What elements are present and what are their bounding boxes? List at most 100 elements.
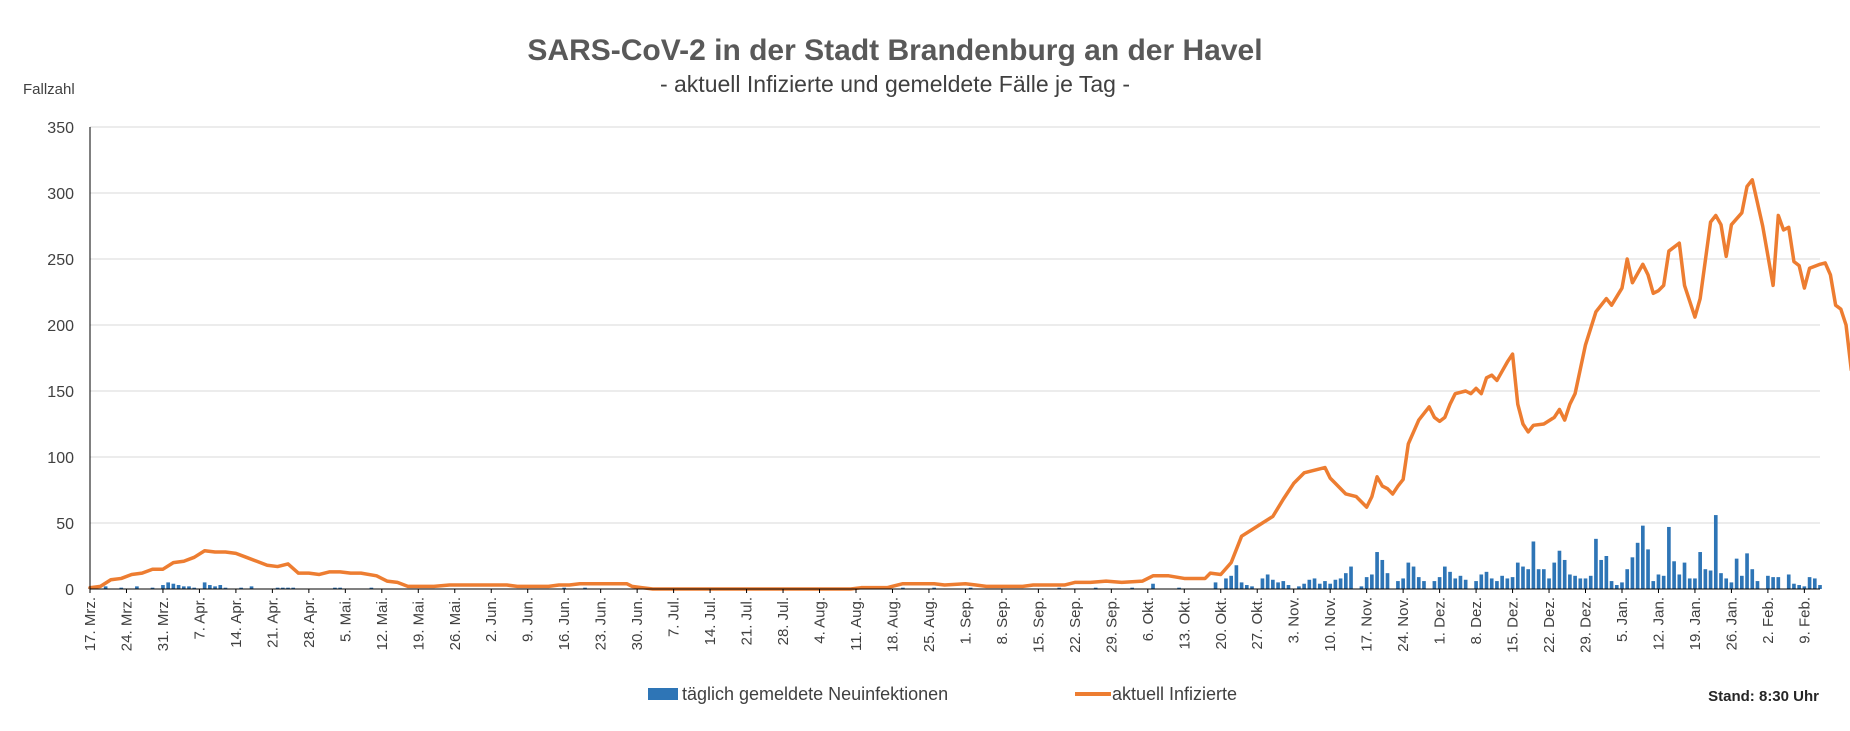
bar-neuinfektionen [1672, 561, 1676, 589]
bar-neuinfektionen [1526, 569, 1531, 589]
legend-label-line: aktuell Infizierte [1112, 684, 1237, 704]
bar-neuinfektionen [1239, 582, 1244, 589]
bar-neuinfektionen [1698, 552, 1702, 589]
bar-neuinfektionen [1276, 582, 1280, 589]
bar-neuinfektionen [213, 586, 217, 589]
bar-neuinfektionen [1458, 575, 1463, 589]
bar-neuinfektionen [249, 586, 254, 589]
bar-neuinfektionen [1396, 581, 1400, 589]
bar-neuinfektionen [1281, 581, 1286, 589]
bar-neuinfektionen [1448, 571, 1452, 589]
bar-neuinfektionen [1542, 569, 1546, 589]
bar-neuinfektionen [1625, 569, 1630, 589]
bar-neuinfektionen [1515, 562, 1520, 589]
x-tick-label: 17. Nov. [1359, 597, 1376, 652]
y-tick-label: 250 [47, 252, 74, 269]
x-tick-label: 6. Okt. [1140, 597, 1157, 641]
bar-neuinfektionen [1229, 575, 1233, 589]
x-tick-label: 10. Nov. [1322, 597, 1339, 652]
bar-neuinfektionen [286, 587, 290, 589]
bar-neuinfektionen [1244, 585, 1249, 589]
bar-neuinfektionen [1677, 574, 1682, 589]
x-tick-label: 19. Jan. [1687, 597, 1704, 650]
bar-neuinfektionen [1776, 577, 1781, 589]
bar-neuinfektionen [1630, 557, 1635, 589]
x-tick-label: 26. Mai. [447, 597, 464, 650]
x-tick-label: 1. Sep. [957, 597, 974, 645]
bar-neuinfektionen [1536, 569, 1541, 589]
chart-title: SARS-CoV-2 in der Stadt Brandenburg an d… [527, 34, 1262, 67]
bar-neuinfektionen [1093, 587, 1098, 589]
x-tick-label: 7. Jul. [666, 597, 683, 637]
x-tick-label: 29. Dez. [1578, 597, 1595, 653]
bar-neuinfektionen [1406, 562, 1411, 589]
bar-neuinfektionen [1531, 541, 1536, 589]
bar-neuinfektionen [1599, 559, 1603, 589]
bar-neuinfektionen [1802, 586, 1807, 589]
bar-neuinfektionen [280, 587, 285, 589]
bar-neuinfektionen [1505, 578, 1510, 589]
y-tick-label: 350 [47, 120, 74, 137]
bar-neuinfektionen [1562, 559, 1567, 589]
bar-neuinfektionen [1750, 569, 1755, 589]
bar-neuinfektionen [1614, 585, 1619, 589]
bar-neuinfektionen [1573, 575, 1577, 589]
bar-neuinfektionen [208, 585, 212, 589]
bar-neuinfektionen [1343, 573, 1348, 589]
bar-neuinfektionen [1271, 579, 1275, 589]
bar-neuinfektionen [1297, 586, 1301, 589]
bar-neuinfektionen [161, 585, 165, 589]
bar-neuinfektionen [333, 587, 337, 589]
bar-neuinfektionen [275, 587, 280, 589]
x-tick-label: 14. Jul. [702, 597, 719, 645]
bar-neuinfektionen [1312, 578, 1317, 589]
line-series [88, 178, 1850, 591]
legend-label-bars: täglich gemeldete Neuinfektionen [682, 684, 948, 704]
x-tick-label: 5. Mai. [337, 597, 354, 642]
bar-neuinfektionen [1792, 583, 1796, 589]
gridlines [90, 126, 1820, 524]
line-aktuell-infizierte [88, 178, 1850, 591]
bar-neuinfektionen [1317, 583, 1322, 589]
bar-neuinfektionen [1620, 582, 1624, 589]
bar-neuinfektionen [1807, 577, 1812, 589]
x-tick-label: 5. Jan. [1614, 597, 1631, 642]
x-tick-label: 24. Nov. [1395, 597, 1412, 652]
x-tick-label: 28. Jul. [775, 597, 792, 645]
bar-neuinfektionen [1380, 559, 1385, 589]
bar-neuinfektionen [1057, 587, 1062, 589]
bar-neuinfektionen [1260, 578, 1265, 589]
bar-neuinfektionen [1786, 574, 1791, 589]
x-tick-label: 23. Jun. [593, 597, 610, 650]
x-tick-label: 30. Jun. [629, 597, 646, 650]
bar-neuinfektionen [1364, 577, 1369, 589]
bar-neuinfektionen [1667, 526, 1671, 589]
bar-neuinfektionen [1307, 579, 1312, 589]
bar-neuinfektionen [1443, 566, 1447, 589]
bar-neuinfektionen [1724, 578, 1729, 589]
x-tick-label: 15. Sep. [1030, 597, 1047, 653]
x-tick-label: 9. Jun. [520, 597, 537, 642]
bar-neuinfektionen [1646, 549, 1650, 589]
axes [89, 127, 1820, 590]
bar-neuinfektionen [1568, 574, 1572, 589]
bar-neuinfektionen [1812, 578, 1817, 589]
bar-neuinfektionen [968, 587, 973, 589]
bar-neuinfektionen [1177, 587, 1181, 589]
bar-neuinfektionen [1755, 581, 1760, 589]
bar-neuinfektionen [1771, 577, 1775, 589]
bar-neuinfektionen [1479, 574, 1484, 589]
bar-neuinfektionen [1453, 578, 1458, 589]
bar-neuinfektionen [1547, 578, 1551, 589]
bar-neuinfektionen [1474, 581, 1478, 589]
x-tick-label: 25. Aug. [921, 597, 938, 652]
bar-neuinfektionen [1557, 550, 1562, 589]
y-tick-label: 200 [47, 318, 74, 335]
x-tick-label: 9. Feb. [1796, 597, 1813, 644]
bar-neuinfektionen [1745, 553, 1749, 589]
x-tick-label: 28. Apr. [301, 597, 318, 648]
bar-neuinfektionen [1234, 565, 1239, 589]
bar-neuinfektionen [1713, 515, 1718, 589]
bar-neuinfektionen [1641, 525, 1645, 589]
bar-neuinfektionen [1151, 583, 1155, 589]
